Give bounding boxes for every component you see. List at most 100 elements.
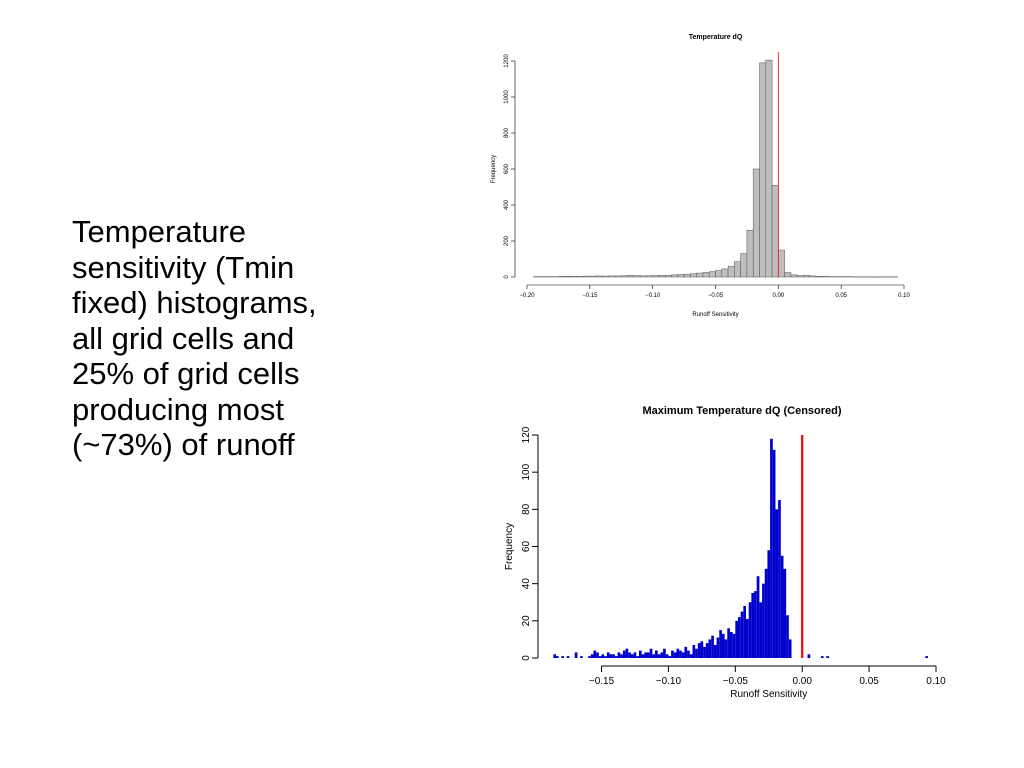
histogram-bar bbox=[762, 583, 765, 658]
y-tick-label: 80 bbox=[521, 503, 532, 515]
histogram-bar bbox=[681, 652, 685, 658]
histogram-bar bbox=[606, 652, 610, 658]
histogram-bar bbox=[711, 635, 714, 658]
histogram-bar bbox=[590, 654, 594, 658]
text-line: fixed) histograms, bbox=[72, 285, 317, 320]
histogram-bar bbox=[735, 620, 738, 658]
histogram-bar bbox=[716, 637, 720, 658]
histogram-bar bbox=[660, 652, 664, 658]
histogram-bar bbox=[580, 656, 583, 658]
y-tick-label: 40 bbox=[521, 578, 532, 590]
histogram-bar bbox=[770, 438, 773, 658]
y-tick-label: 100 bbox=[521, 463, 532, 480]
x-tick-label: 0.10 bbox=[926, 676, 946, 687]
histogram-bar bbox=[746, 618, 749, 658]
histogram-bar bbox=[671, 650, 674, 658]
y-tick-label: 200 bbox=[504, 235, 510, 246]
histogram-bar bbox=[604, 656, 607, 658]
histogram-bar bbox=[820, 656, 824, 658]
histogram-bar bbox=[780, 555, 784, 658]
histogram-bar bbox=[620, 654, 623, 658]
y-tick-label: 800 bbox=[504, 127, 510, 138]
histogram-bar bbox=[724, 639, 728, 658]
histogram-bar bbox=[601, 654, 605, 658]
histogram-bar bbox=[668, 656, 672, 658]
x-tick-label: −0.10 bbox=[645, 293, 661, 299]
histogram-bar bbox=[759, 602, 763, 658]
histogram-bar bbox=[679, 650, 682, 658]
histogram-bar bbox=[765, 59, 773, 278]
histogram-bar bbox=[684, 646, 688, 658]
x-tick-label: −0.05 bbox=[723, 676, 749, 687]
x-axis-label: Runoff Sensitivity bbox=[730, 689, 807, 700]
histogram-bar bbox=[719, 630, 722, 658]
histogram-bar bbox=[732, 633, 736, 658]
y-tick-label: 400 bbox=[504, 199, 510, 210]
y-axis-label: Frequency bbox=[491, 155, 497, 183]
histogram-bar bbox=[593, 650, 597, 658]
histogram-bar bbox=[657, 654, 661, 658]
x-tick-label: 0.00 bbox=[772, 293, 784, 299]
histogram-bar bbox=[612, 654, 615, 658]
histogram-bar bbox=[703, 646, 706, 658]
x-tick-label: 0.10 bbox=[898, 293, 910, 299]
histogram-bar bbox=[764, 568, 768, 658]
text-line: sensitivity (Tmin bbox=[72, 249, 295, 285]
histogram-bar bbox=[641, 654, 645, 658]
histogram-bar bbox=[574, 652, 578, 658]
histogram-bar bbox=[609, 654, 613, 658]
histogram-bar bbox=[625, 648, 629, 658]
histogram-bar bbox=[783, 568, 787, 658]
histogram-bar bbox=[598, 656, 602, 658]
histogram-bar bbox=[700, 641, 704, 658]
histogram-bar bbox=[737, 617, 741, 658]
histogram-bar bbox=[713, 644, 717, 658]
text-line: 25% of grid cells bbox=[72, 356, 300, 391]
y-tick-label: 0 bbox=[521, 655, 532, 661]
histogram-bar bbox=[748, 602, 752, 658]
histogram-bar bbox=[695, 648, 698, 658]
histogram-bar bbox=[644, 652, 648, 658]
x-tick-label: −0.15 bbox=[589, 676, 615, 687]
y-axis-label: Frequency bbox=[504, 523, 515, 570]
histogram-bar bbox=[649, 648, 653, 658]
histogram-bar bbox=[638, 650, 642, 658]
histogram-bar bbox=[689, 654, 693, 658]
histogram-bar bbox=[743, 605, 747, 658]
y-tick-label: 1000 bbox=[504, 90, 510, 104]
text-line: producing most bbox=[72, 391, 284, 427]
histogram-bar bbox=[663, 648, 666, 658]
histogram-bar bbox=[617, 652, 621, 658]
histogram-bar bbox=[740, 611, 744, 658]
x-tick-label: −0.15 bbox=[582, 293, 598, 299]
histogram-bar bbox=[807, 654, 811, 658]
x-tick-label: −0.20 bbox=[519, 293, 535, 299]
histogram-bar bbox=[772, 449, 776, 658]
histogram-bar bbox=[652, 654, 656, 658]
histogram-bar bbox=[727, 628, 730, 658]
slide-body-text: Temperature sensitivity (Tmin fixed) his… bbox=[72, 214, 402, 463]
x-tick-label: −0.05 bbox=[708, 293, 724, 299]
histogram-bar bbox=[687, 650, 690, 658]
histogram-bar bbox=[721, 633, 725, 658]
histogram-bar bbox=[553, 654, 557, 658]
y-tick-label: 600 bbox=[504, 163, 510, 174]
histogram-bar bbox=[697, 643, 701, 658]
y-tick-label: 20 bbox=[521, 615, 532, 627]
histogram-bar bbox=[788, 639, 792, 658]
histogram-bar bbox=[628, 652, 631, 658]
histogram-bar bbox=[826, 656, 829, 658]
histogram-bar bbox=[630, 654, 634, 658]
chart-title: Maximum Temperature dQ (Censored) bbox=[642, 405, 841, 417]
histogram-bar bbox=[708, 639, 712, 658]
histogram-bar bbox=[673, 652, 677, 658]
histogram-bar bbox=[614, 656, 618, 658]
histogram-bar bbox=[676, 648, 680, 658]
histogram-bar bbox=[767, 550, 771, 658]
histogram-bar bbox=[751, 592, 755, 658]
x-tick-label: 0.05 bbox=[859, 676, 879, 687]
text-line: all grid cells and bbox=[72, 320, 295, 356]
histogram-bar bbox=[561, 656, 565, 658]
histogram-bar bbox=[636, 656, 639, 658]
